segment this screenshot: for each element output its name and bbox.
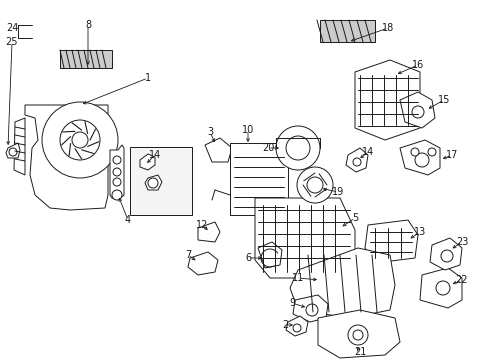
- Circle shape: [72, 132, 88, 148]
- Polygon shape: [145, 175, 162, 190]
- Text: 24: 24: [6, 23, 18, 33]
- Circle shape: [296, 167, 332, 203]
- Text: 12: 12: [195, 220, 208, 230]
- Circle shape: [352, 330, 362, 340]
- Polygon shape: [110, 145, 124, 200]
- Text: 14: 14: [148, 150, 161, 160]
- Text: 5: 5: [351, 213, 357, 223]
- Polygon shape: [399, 92, 434, 128]
- Circle shape: [292, 324, 301, 332]
- Polygon shape: [198, 222, 220, 242]
- Polygon shape: [317, 310, 399, 358]
- Text: 8: 8: [85, 20, 91, 30]
- Text: 19: 19: [331, 187, 344, 197]
- Circle shape: [305, 304, 317, 316]
- Polygon shape: [6, 143, 20, 158]
- Text: 7: 7: [184, 250, 191, 260]
- Polygon shape: [14, 118, 25, 175]
- Circle shape: [275, 126, 319, 170]
- Polygon shape: [289, 248, 394, 318]
- Text: 15: 15: [437, 95, 449, 105]
- Polygon shape: [364, 220, 417, 263]
- Text: 10: 10: [242, 125, 254, 135]
- Polygon shape: [419, 268, 461, 308]
- Bar: [60, 50, 112, 68]
- Circle shape: [112, 190, 122, 200]
- Polygon shape: [346, 148, 367, 172]
- Text: 23: 23: [455, 237, 467, 247]
- Circle shape: [347, 325, 367, 345]
- Text: 20: 20: [261, 143, 274, 153]
- Text: 17: 17: [445, 150, 457, 160]
- Text: 25: 25: [6, 37, 18, 47]
- Polygon shape: [187, 252, 218, 275]
- Polygon shape: [292, 295, 327, 322]
- Polygon shape: [25, 105, 108, 210]
- Text: 22: 22: [455, 275, 468, 285]
- Text: 9: 9: [288, 298, 294, 308]
- Circle shape: [113, 178, 121, 186]
- Circle shape: [435, 281, 449, 295]
- Text: 3: 3: [206, 127, 213, 137]
- Polygon shape: [258, 242, 282, 268]
- Circle shape: [352, 158, 360, 166]
- Text: 18: 18: [381, 23, 393, 33]
- Polygon shape: [254, 198, 354, 278]
- Bar: [229, 143, 287, 215]
- Polygon shape: [140, 154, 155, 170]
- Circle shape: [440, 250, 452, 262]
- Polygon shape: [354, 60, 419, 140]
- Circle shape: [285, 136, 309, 160]
- Polygon shape: [285, 316, 307, 336]
- Text: 13: 13: [413, 227, 425, 237]
- Circle shape: [411, 106, 423, 118]
- Text: 11: 11: [291, 273, 304, 283]
- Text: 16: 16: [411, 60, 423, 70]
- Circle shape: [113, 156, 121, 164]
- Circle shape: [113, 168, 121, 176]
- Text: 2: 2: [281, 320, 287, 330]
- Text: 14: 14: [361, 147, 373, 157]
- Circle shape: [427, 148, 435, 156]
- Polygon shape: [399, 140, 439, 175]
- Polygon shape: [204, 138, 231, 162]
- Text: 4: 4: [124, 215, 131, 225]
- Bar: [319, 20, 374, 42]
- Circle shape: [410, 148, 418, 156]
- Circle shape: [42, 102, 118, 178]
- Text: 6: 6: [244, 253, 250, 263]
- Text: 1: 1: [144, 73, 151, 83]
- Circle shape: [60, 120, 100, 160]
- Circle shape: [148, 178, 158, 188]
- Polygon shape: [429, 238, 461, 270]
- Bar: [130, 147, 192, 215]
- Circle shape: [9, 148, 17, 156]
- Circle shape: [306, 177, 323, 193]
- Circle shape: [414, 153, 428, 167]
- Text: 21: 21: [353, 347, 366, 357]
